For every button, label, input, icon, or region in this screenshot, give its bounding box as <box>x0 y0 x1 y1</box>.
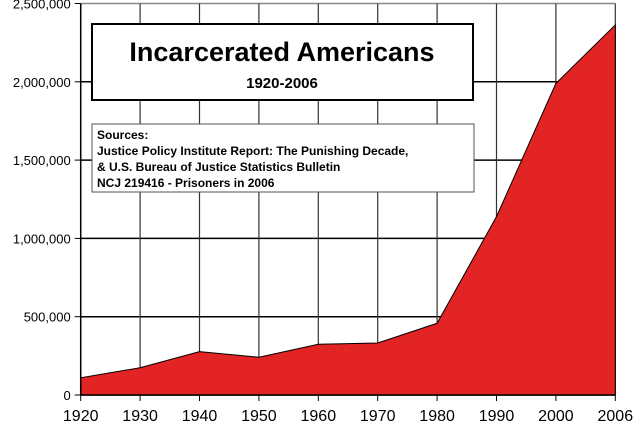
chart-subtitle: 1920-2006 <box>246 75 318 92</box>
sources-box: Sources: Justice Policy Institute Report… <box>91 123 475 193</box>
x-tick-label: 1990 <box>479 408 515 425</box>
x-tick-label: 1970 <box>360 408 396 425</box>
y-tick-label: 1,500,000 <box>13 153 71 168</box>
x-tick-label: 2000 <box>538 408 574 425</box>
sources-line: & U.S. Bureau of Justice Statistics Bull… <box>97 160 340 174</box>
x-tick-label: 1950 <box>241 408 277 425</box>
sources-line: Justice Policy Institute Report: The Pun… <box>97 144 408 158</box>
chart-title: Incarcerated Americans <box>129 37 434 67</box>
y-tick-label: 0 <box>63 388 70 403</box>
incarceration-area <box>80 23 616 396</box>
x-tick-label: 2006 <box>598 408 634 425</box>
x-tick-label: 1980 <box>419 408 455 425</box>
axes: 0 500,000 1,000,000 1,500,000 2,000,000 2,500… <box>13 0 633 425</box>
sources-line: NCJ 219416 - Prisoners in 2006 <box>97 176 275 190</box>
y-tick-label: 2,000,000 <box>13 75 71 90</box>
x-tick-label: 1920 <box>63 408 99 425</box>
x-tick-label: 1960 <box>301 408 337 425</box>
y-tick-label: 1,000,000 <box>13 231 71 246</box>
title-box: Incarcerated Americans 1920-2006 <box>91 23 474 101</box>
x-tick-label: 1930 <box>122 408 158 425</box>
y-tick-label: 500,000 <box>24 310 71 325</box>
x-tick-label: 1940 <box>182 408 218 425</box>
y-tick-label: 2,500,000 <box>13 0 71 12</box>
sources-line: Sources: <box>97 128 148 142</box>
